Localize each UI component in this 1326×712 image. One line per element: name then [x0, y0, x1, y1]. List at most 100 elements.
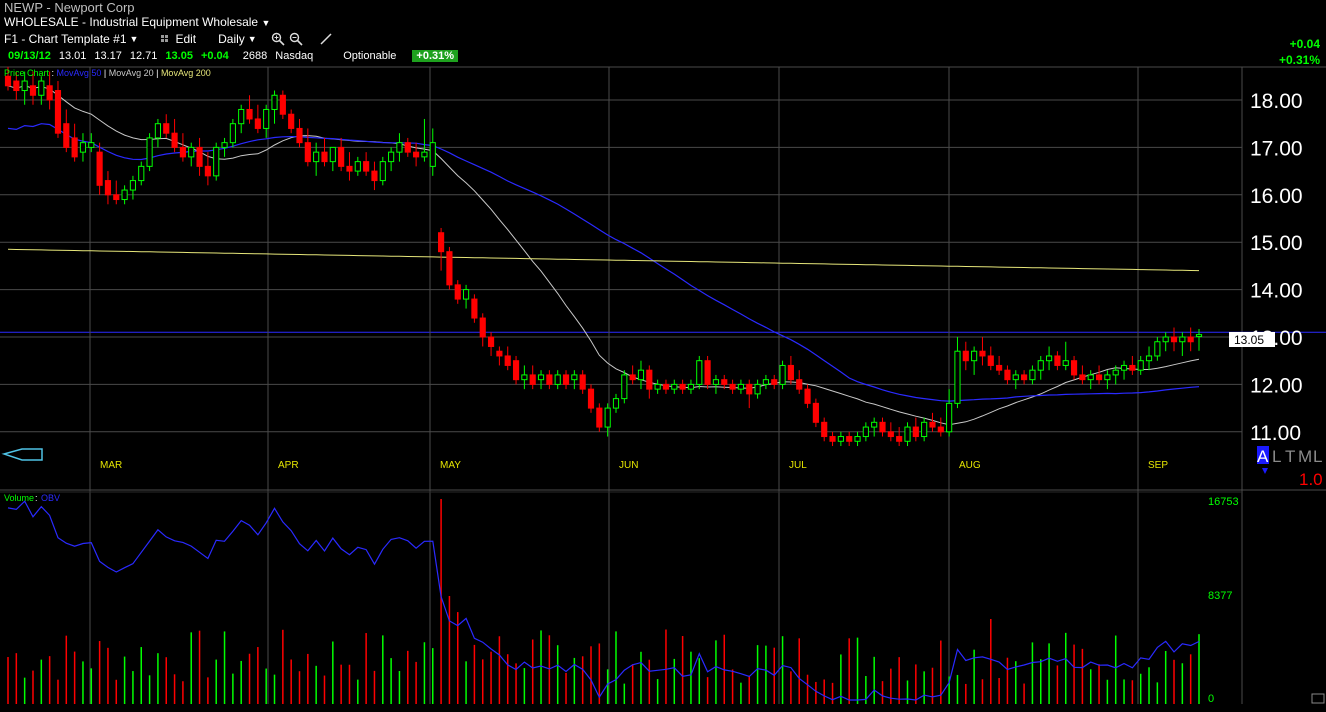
- candle: [1062, 341, 1069, 371]
- right-change-pct: +0.31%: [1278, 53, 1320, 67]
- candle: [154, 118, 161, 148]
- month-label-jun: JUN: [619, 460, 638, 471]
- quote-optionable: Optionable: [343, 50, 397, 62]
- month-labels: MAR APR MAY JUN JUL AUG SEP: [100, 460, 1168, 471]
- indicator-legend: Price Chart : MovAvg 50 | MovAvg 20 | Mo…: [4, 68, 211, 78]
- corner-label-l2[interactable]: L: [1313, 447, 1322, 466]
- candle: [1120, 360, 1128, 380]
- candle: [862, 422, 869, 442]
- candle: [462, 284, 470, 309]
- candle: [254, 104, 261, 134]
- template-caret-icon: ▼: [129, 34, 139, 44]
- candle: [1112, 365, 1119, 385]
- template-label: F1 - Chart Template #1: [4, 32, 127, 46]
- candle: [388, 147, 395, 172]
- candle: [787, 355, 794, 385]
- obv-path: [7, 500, 1200, 701]
- quote-change: +0.04: [200, 50, 229, 62]
- candles: [4, 66, 1203, 447]
- candle: [179, 133, 186, 162]
- month-label-aug: AUG: [959, 460, 981, 471]
- quote-volume: 2688: [242, 50, 268, 62]
- candle: [238, 104, 245, 134]
- corner-label-m[interactable]: M: [1298, 447, 1312, 466]
- candle: [654, 379, 661, 394]
- edit-button[interactable]: Edit: [160, 32, 196, 46]
- candle: [479, 313, 486, 347]
- obv-line: [7, 500, 1200, 701]
- candle: [421, 118, 428, 162]
- candle: [404, 137, 411, 157]
- candle: [338, 137, 345, 172]
- candle: [471, 294, 478, 323]
- industry-caret-icon: ▼: [261, 18, 271, 28]
- ma50-line: [7, 123, 1200, 402]
- candle: [1145, 346, 1153, 371]
- candle: [354, 156, 361, 176]
- corner-label-l[interactable]: L: [1272, 447, 1281, 466]
- candle: [1137, 355, 1144, 375]
- candle: [779, 360, 786, 390]
- candle: [687, 379, 695, 394]
- candle: [279, 90, 286, 119]
- candle: [1004, 365, 1011, 385]
- corner-labels: A L T M L 1.0: [1257, 446, 1323, 489]
- zoom-in-icon[interactable]: [271, 32, 285, 46]
- candle: [546, 370, 553, 390]
- corner-label-t[interactable]: T: [1285, 447, 1295, 466]
- draw-line-icon[interactable]: [319, 32, 333, 46]
- candle: [496, 346, 503, 366]
- right-change-panel: +0.04 +0.31%: [1279, 36, 1320, 68]
- period-selector[interactable]: Daily ▼: [218, 32, 257, 46]
- template-selector[interactable]: F1 - Chart Template #1 ▼: [4, 32, 138, 46]
- corner-label-a[interactable]: A: [1257, 447, 1269, 466]
- candle: [904, 422, 911, 447]
- volume-tick-label: 8377: [1208, 590, 1232, 602]
- price-tick-label: 15.00: [1250, 232, 1303, 255]
- price-tick-label: 17.00: [1250, 137, 1303, 160]
- candle: [1070, 355, 1078, 380]
- legend-ma50[interactable]: MovAvg 50: [56, 68, 102, 78]
- candle: [721, 374, 728, 390]
- volume-tick-label: 0: [1208, 693, 1214, 705]
- quote-date: 09/13/12: [8, 50, 51, 62]
- candle: [163, 114, 170, 138]
- candle: [1129, 355, 1136, 375]
- candle: [746, 379, 753, 409]
- candle: [104, 171, 112, 205]
- candle: [71, 123, 78, 162]
- candle: [321, 137, 328, 167]
- candle: [213, 142, 220, 181]
- ma200-line: [7, 248, 1200, 272]
- candle: [887, 422, 894, 442]
- candle: [263, 104, 270, 138]
- candle: [313, 142, 320, 176]
- scroll-left-handle[interactable]: [1, 448, 43, 461]
- industry-selector[interactable]: WHOLESALE - Industrial Equipment Wholesa…: [4, 15, 270, 29]
- period-label: Daily: [218, 32, 245, 46]
- candle: [996, 355, 1003, 375]
- candle: [1162, 332, 1169, 352]
- candle: [329, 146, 336, 172]
- candle: [912, 417, 919, 442]
- candle: [129, 175, 137, 200]
- candle: [29, 71, 37, 105]
- candle: [837, 431, 844, 447]
- zoom-out-icon[interactable]: [289, 32, 303, 46]
- legend-ma200[interactable]: MovAvg 200: [160, 68, 211, 78]
- legend-ma20[interactable]: MovAvg 20: [108, 68, 154, 78]
- candle: [846, 431, 853, 447]
- edit-label: Edit: [175, 32, 197, 46]
- resize-handle[interactable]: [1311, 693, 1325, 704]
- candle: [4, 66, 12, 91]
- candle: [1187, 327, 1194, 352]
- candle: [1195, 328, 1203, 351]
- candle: [554, 370, 561, 390]
- volume-panel-label: Volume : OBV: [4, 493, 60, 503]
- volume-label: Volume: [4, 493, 34, 503]
- candle: [1021, 370, 1028, 385]
- candle: [1079, 365, 1086, 385]
- candle: [879, 417, 886, 437]
- legend-price[interactable]: Price Chart: [4, 68, 50, 78]
